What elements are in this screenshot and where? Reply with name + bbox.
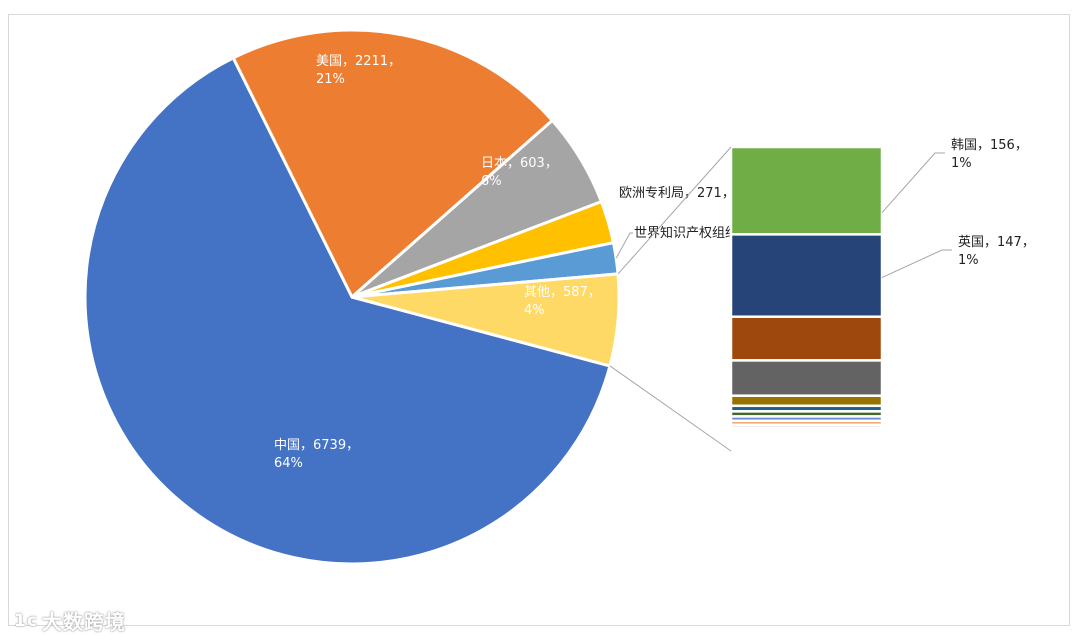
- slice-percent-其他: 4%: [524, 303, 545, 318]
- leader-line-英国: [881, 249, 952, 279]
- watermark-logo-icon: 1c: [14, 610, 38, 631]
- breakdown-bar-segment-5: [729, 394, 884, 408]
- pie-slice-其他: [350, 272, 621, 368]
- slice-label-欧洲专利局: 欧洲专利局，271，3%: [619, 186, 755, 201]
- slice-percent-美国: 21%: [316, 72, 345, 87]
- pie-slice-美国: [231, 28, 554, 299]
- slice-label-美国: 美国，2211，: [316, 54, 401, 69]
- watermark: 1c 大数跨境: [14, 606, 126, 635]
- breakdown-bar-segment-英国: [729, 233, 884, 318]
- connector-line-top: [617, 146, 732, 275]
- slice-percent-中国: 64%: [274, 456, 303, 471]
- pie-slice-中国: [83, 56, 612, 566]
- breakdown-bar-segment-韩国: [729, 145, 884, 236]
- leader-line-韩国: [881, 152, 945, 214]
- slice-percent-日本: 6%: [481, 174, 502, 189]
- slice-label-日本: 日本，603，: [481, 156, 558, 171]
- connector-line-bottom: [609, 365, 732, 452]
- breakdown-label-韩国: 韩国，156，: [951, 138, 1028, 153]
- slice-label-中国: 中国，6739，: [274, 438, 359, 453]
- breakdown-bar-segment-4: [729, 359, 884, 397]
- watermark-text: 大数跨境: [41, 610, 126, 634]
- leader-line-世界知识产权组织: [615, 232, 633, 259]
- breakdown-bar-segment-12: [729, 428, 884, 433]
- breakdown-label-英国: 英国，147，: [958, 235, 1035, 250]
- breakdown-bar-segment-3: [729, 315, 884, 362]
- breakdown-percent-韩国: 1%: [951, 156, 972, 171]
- slice-label-其他: 其他，587，: [524, 285, 601, 300]
- breakdown-percent-英国: 1%: [958, 253, 979, 268]
